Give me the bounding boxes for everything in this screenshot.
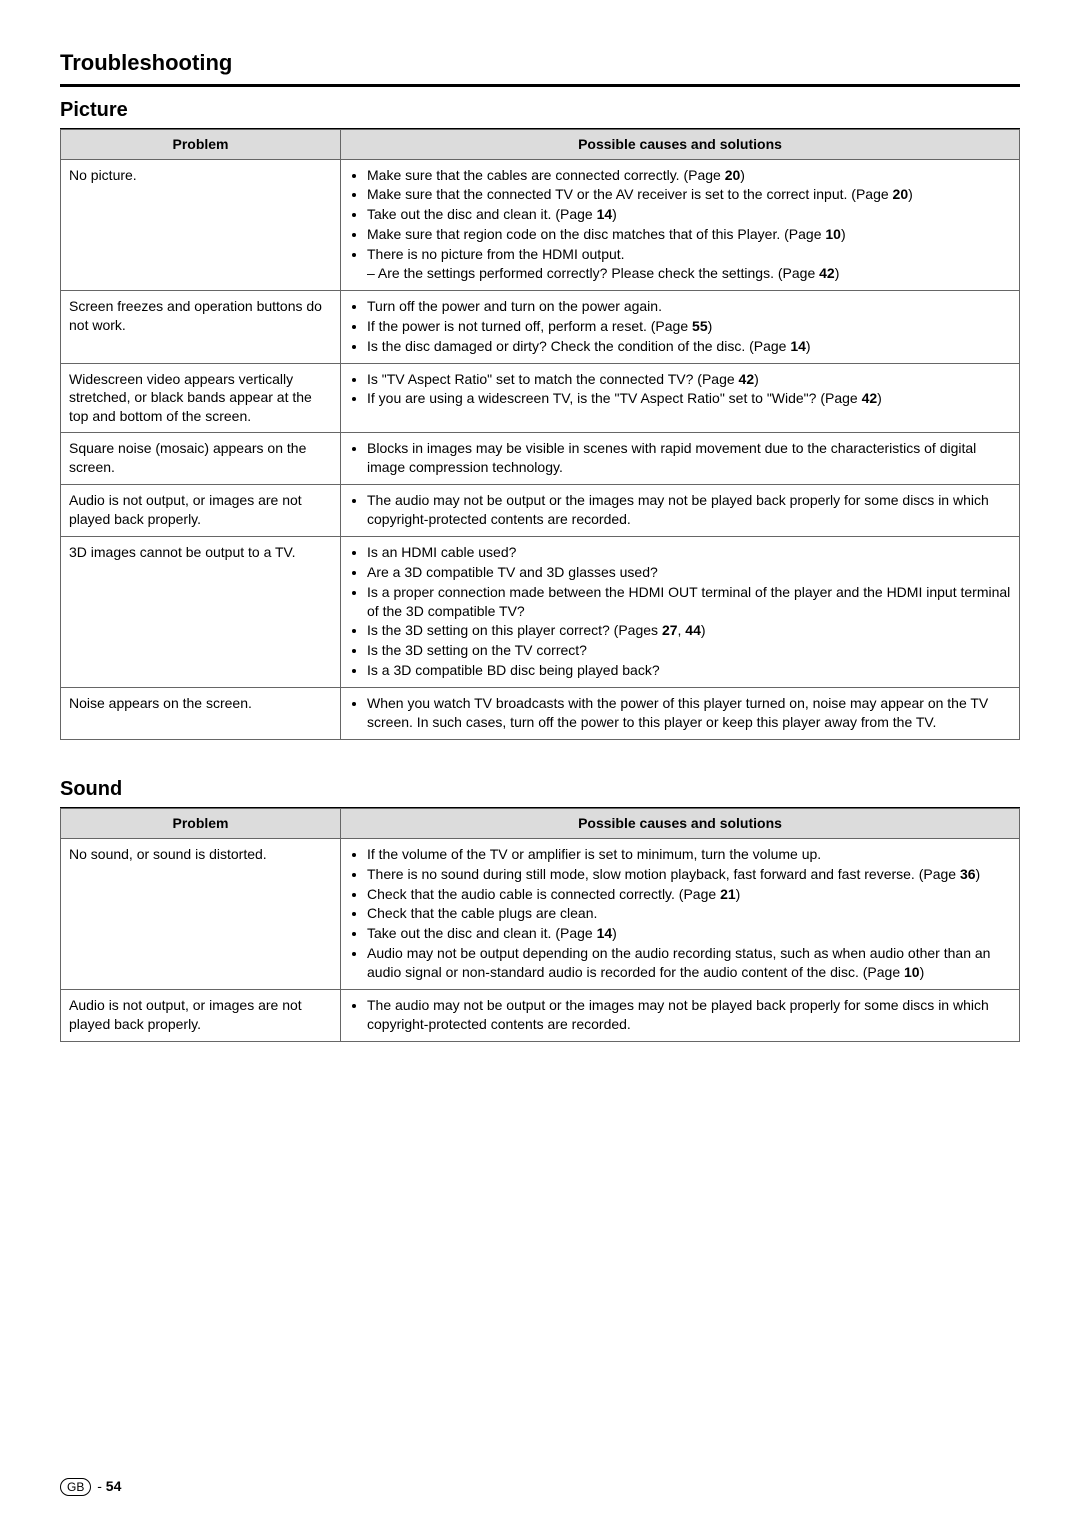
solution-cell: Is an HDMI cable used?Are a 3D compatibl… — [341, 536, 1020, 687]
solution-item: The audio may not be output or the image… — [367, 996, 1011, 1034]
solution-item: There is no picture from the HDMI output… — [367, 245, 1011, 283]
solution-item: Turn off the power and turn on the power… — [367, 297, 1011, 316]
solution-item: Make sure that the cables are connected … — [367, 166, 1011, 185]
solution-item: Audio may not be output depending on the… — [367, 944, 1011, 982]
solution-cell: Turn off the power and turn on the power… — [341, 290, 1020, 363]
problem-cell: No sound, or sound is distorted. — [61, 838, 341, 989]
solution-item: Is the 3D setting on this player correct… — [367, 621, 1011, 640]
solution-item: Is a 3D compatible BD disc being played … — [367, 661, 1011, 680]
solution-cell: When you watch TV broadcasts with the po… — [341, 688, 1020, 740]
problem-cell: Screen freezes and operation buttons do … — [61, 290, 341, 363]
solution-item: Check that the cable plugs are clean. — [367, 904, 1011, 923]
solution-cell: Make sure that the cables are connected … — [341, 159, 1020, 290]
section-title: Sound — [60, 776, 1020, 803]
solution-item: Is the 3D setting on the TV correct? — [367, 641, 1011, 660]
solution-cell: The audio may not be output or the image… — [341, 485, 1020, 537]
solution-item: When you watch TV broadcasts with the po… — [367, 694, 1011, 732]
problem-cell: Widescreen video appears vertically stre… — [61, 363, 341, 433]
troubleshooting-table: ProblemPossible causes and solutionsNo p… — [60, 129, 1020, 740]
title-rule — [60, 84, 1020, 87]
problem-cell: 3D images cannot be output to a TV. — [61, 536, 341, 687]
solution-item: Check that the audio cable is connected … — [367, 885, 1011, 904]
page-footer: GB - 54 — [60, 1477, 121, 1496]
solution-item: Is a proper connection made between the … — [367, 583, 1011, 621]
table-row: Noise appears on the screen. When you wat… — [61, 688, 1020, 740]
table-row: Screen freezes and operation buttons do … — [61, 290, 1020, 363]
solution-item: Make sure that region code on the disc m… — [367, 225, 1011, 244]
col-solutions: Possible causes and solutions — [341, 129, 1020, 159]
problem-cell: Square noise (mosaic) appears on the scr… — [61, 433, 341, 485]
solution-item: Are a 3D compatible TV and 3D glasses us… — [367, 563, 1011, 582]
solution-item: Is "TV Aspect Ratio" set to match the co… — [367, 370, 1011, 389]
solution-cell: The audio may not be output or the image… — [341, 989, 1020, 1041]
problem-cell: Audio is not output, or images are not p… — [61, 485, 341, 537]
solution-item: Take out the disc and clean it. (Page 14… — [367, 924, 1011, 943]
solution-item: The audio may not be output or the image… — [367, 491, 1011, 529]
solution-item: Is an HDMI cable used? — [367, 543, 1011, 562]
table-row: No picture. Make sure that the cables are… — [61, 159, 1020, 290]
solution-item: If you are using a widescreen TV, is the… — [367, 389, 1011, 408]
table-row: Audio is not output, or images are not p… — [61, 989, 1020, 1041]
col-problem: Problem — [61, 129, 341, 159]
problem-cell: Noise appears on the screen. — [61, 688, 341, 740]
solution-item: Blocks in images may be visible in scene… — [367, 439, 1011, 477]
table-row: No sound, or sound is distorted. If the v… — [61, 838, 1020, 989]
problem-cell: No picture. — [61, 159, 341, 290]
page-title: Troubleshooting — [60, 48, 1020, 78]
table-row: Audio is not output, or images are not p… — [61, 485, 1020, 537]
solution-item: Is the disc damaged or dirty? Check the … — [367, 337, 1011, 356]
table-row: Widescreen video appears vertically stre… — [61, 363, 1020, 433]
col-solutions: Possible causes and solutions — [341, 808, 1020, 838]
region-badge: GB — [60, 1478, 91, 1496]
solution-item: If the volume of the TV or amplifier is … — [367, 845, 1011, 864]
table-row: 3D images cannot be output to a TV.Is an… — [61, 536, 1020, 687]
solution-cell: If the volume of the TV or amplifier is … — [341, 838, 1020, 989]
col-problem: Problem — [61, 808, 341, 838]
solution-cell: Blocks in images may be visible in scene… — [341, 433, 1020, 485]
table-row: Square noise (mosaic) appears on the scr… — [61, 433, 1020, 485]
troubleshooting-table: ProblemPossible causes and solutionsNo s… — [60, 808, 1020, 1042]
solution-item: If the power is not turned off, perform … — [367, 317, 1011, 336]
solution-item: There is no sound during still mode, slo… — [367, 865, 1011, 884]
section-title: Picture — [60, 97, 1020, 124]
problem-cell: Audio is not output, or images are not p… — [61, 989, 341, 1041]
solution-cell: Is "TV Aspect Ratio" set to match the co… — [341, 363, 1020, 433]
solution-item: Make sure that the connected TV or the A… — [367, 185, 1011, 204]
solution-item: Take out the disc and clean it. (Page 14… — [367, 205, 1011, 224]
